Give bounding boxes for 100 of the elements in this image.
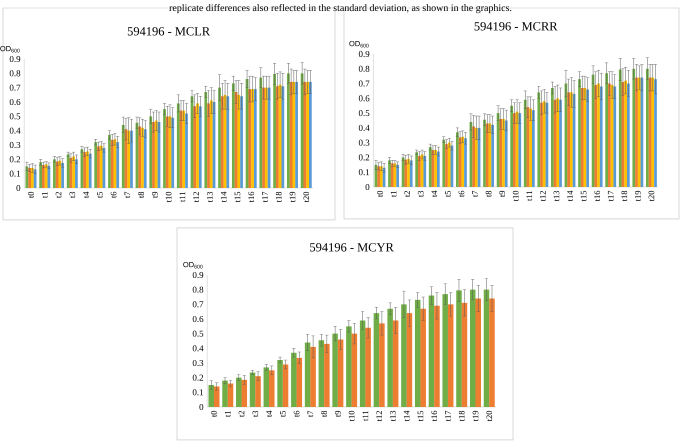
bar: [251, 89, 254, 188]
text: replicate differences also reflected in the standard deviation, as shown in the graphics.: [169, 4, 512, 14]
bar: [392, 320, 398, 407]
bar: [48, 166, 50, 188]
bar: [306, 82, 309, 188]
bar: [352, 334, 358, 407]
bar: [456, 132, 459, 187]
y-tick-label: 0: [199, 404, 204, 410]
x-tick-label: t4: [431, 190, 438, 198]
bar: [401, 304, 407, 407]
x-tick-label: t18: [458, 410, 465, 422]
bar: [432, 150, 434, 187]
y-tick-label: 0.1: [10, 170, 20, 177]
bar: [240, 96, 243, 188]
x-tick-label: t6: [110, 192, 116, 198]
y-tick-label: 0: [366, 184, 370, 190]
bar: [516, 112, 518, 187]
bar: [152, 122, 155, 188]
bar: [273, 74, 276, 188]
bar: [86, 151, 89, 188]
bar: [214, 386, 220, 407]
y-tick-label: 0.7: [192, 301, 204, 308]
bar: [551, 88, 554, 187]
x-tick-label: t7: [472, 190, 478, 198]
bar: [124, 129, 128, 188]
x-tick-label: t6: [458, 190, 464, 198]
bar: [484, 290, 490, 407]
y-tick-label: 0.2: [358, 154, 370, 160]
bar: [207, 103, 210, 188]
bar: [605, 73, 608, 187]
x-tick-label: t7: [308, 410, 314, 418]
bar: [61, 162, 64, 188]
x-tick-label: t1: [224, 411, 231, 418]
x-tick-label: t14: [567, 190, 573, 202]
chart-title: 594196 - MCLR: [128, 27, 210, 36]
bar: [58, 160, 62, 188]
bar: [53, 159, 56, 188]
bar: [237, 94, 240, 188]
bar: [448, 304, 454, 407]
bar: [418, 156, 421, 187]
bar: [318, 340, 324, 407]
y-tick-label: 0.9: [358, 50, 370, 58]
y-tick-label: 0.6: [10, 98, 20, 106]
bar: [387, 308, 393, 407]
bar: [295, 82, 298, 188]
y-tick-label: 0.2: [10, 156, 20, 162]
bar: [458, 137, 462, 187]
bar: [198, 106, 202, 188]
bar: [526, 107, 530, 187]
x-tick-label: t12: [376, 410, 382, 422]
y-tick-label: 0.8: [358, 66, 370, 72]
bar: [540, 102, 543, 187]
bar: [196, 103, 199, 188]
chart-title: 594196 - MCRR: [474, 22, 558, 30]
bar: [559, 100, 562, 187]
bar: [592, 74, 594, 187]
bar: [442, 294, 448, 407]
bar: [390, 163, 394, 187]
x-tick-label: t14: [404, 410, 410, 422]
x-tick-label: t3: [252, 410, 258, 418]
bar: [226, 96, 230, 188]
y-tick-label: 0.3: [192, 360, 204, 366]
bar: [72, 156, 76, 188]
y-tick-label: 0.6: [192, 316, 204, 322]
bar: [346, 326, 352, 407]
x-tick-label: t17: [445, 410, 451, 422]
bar: [138, 126, 142, 188]
y-tick-label: 0.1: [358, 169, 370, 176]
bar: [282, 364, 288, 407]
bar: [163, 109, 166, 188]
bar: [250, 372, 256, 407]
x-tick-label: t1: [42, 192, 48, 198]
bar: [374, 164, 378, 187]
bar: [445, 144, 448, 187]
x-tick-label: t16: [431, 410, 438, 422]
x-tick-label: t1: [390, 191, 396, 198]
x-tick-label: t3: [418, 190, 424, 198]
x-tick-label: t0: [377, 190, 383, 198]
bar: [407, 158, 410, 187]
bar: [236, 378, 242, 407]
bar: [428, 296, 434, 407]
bar: [564, 84, 568, 187]
bar: [303, 82, 306, 188]
bar: [491, 124, 494, 187]
y-tick-label: 0.4: [192, 345, 204, 352]
bar: [483, 120, 486, 187]
y-tick-label: 0.7: [358, 80, 370, 87]
x-tick-label: t12: [193, 192, 199, 202]
bar: [646, 68, 649, 187]
bar: [475, 128, 478, 187]
bar: [597, 84, 600, 187]
bar: [470, 290, 476, 407]
bar: [382, 168, 386, 187]
x-tick-label: t20: [303, 192, 310, 202]
bar: [136, 122, 138, 188]
x-tick-label: t3: [69, 192, 76, 198]
x-tick-label: t10: [512, 190, 519, 202]
bar: [572, 94, 576, 187]
x-tick-label: t8: [321, 410, 327, 418]
bar: [470, 122, 472, 187]
